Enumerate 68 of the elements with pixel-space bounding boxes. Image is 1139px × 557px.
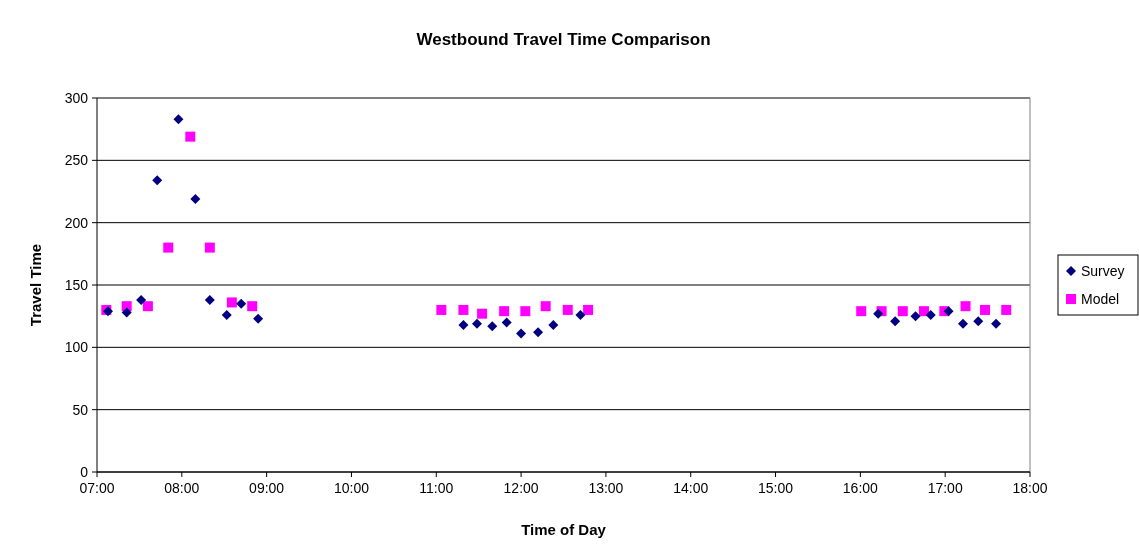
point bbox=[121, 307, 132, 318]
x-axis-title: Time of Day bbox=[521, 521, 607, 538]
point bbox=[436, 304, 447, 315]
y-tick-label: 50 bbox=[72, 401, 89, 418]
y-tick-label: 0 bbox=[80, 463, 89, 480]
point bbox=[540, 301, 551, 312]
x-tick-label: 12:00 bbox=[503, 480, 539, 496]
point bbox=[185, 131, 196, 142]
chart-title: Westbound Travel Time Comparison bbox=[416, 30, 711, 49]
point bbox=[204, 294, 215, 305]
point bbox=[520, 306, 531, 317]
x-tick-label: 10:00 bbox=[333, 480, 370, 496]
x-tick-label: 18:00 bbox=[1012, 480, 1048, 496]
point bbox=[253, 313, 264, 324]
legend-label: Model bbox=[1081, 290, 1120, 307]
point bbox=[236, 298, 247, 309]
x-tick-label: 15:00 bbox=[758, 480, 794, 496]
point bbox=[221, 309, 232, 320]
point bbox=[575, 309, 586, 320]
x-tick-label: 09:00 bbox=[249, 480, 285, 496]
point bbox=[226, 297, 237, 308]
point bbox=[856, 306, 867, 317]
point bbox=[548, 319, 559, 330]
point bbox=[163, 242, 174, 253]
point bbox=[458, 319, 469, 330]
point bbox=[918, 306, 929, 317]
point bbox=[960, 301, 971, 312]
point bbox=[142, 301, 153, 312]
x-tick-label: 11:00 bbox=[419, 480, 454, 496]
point bbox=[897, 306, 908, 317]
x-tick-label: 14:00 bbox=[673, 480, 709, 496]
x-tick-label: 08:00 bbox=[164, 480, 200, 496]
point bbox=[173, 114, 184, 125]
point bbox=[980, 304, 991, 315]
point bbox=[477, 308, 488, 319]
y-tick-label: 100 bbox=[64, 339, 89, 356]
point bbox=[890, 316, 901, 327]
point bbox=[991, 318, 1002, 329]
point bbox=[152, 175, 163, 186]
point bbox=[562, 304, 573, 315]
x-tick-label: 16:00 bbox=[842, 480, 879, 496]
point bbox=[583, 304, 594, 315]
point bbox=[957, 318, 968, 329]
x-tick-label: 17:00 bbox=[927, 480, 963, 496]
x-tick-label: 07:00 bbox=[79, 480, 115, 496]
point bbox=[925, 309, 936, 320]
y-tick-label: 150 bbox=[64, 276, 89, 293]
point bbox=[204, 242, 215, 253]
point bbox=[499, 306, 510, 317]
legend-label: Survey bbox=[1081, 262, 1125, 279]
point bbox=[943, 306, 954, 317]
y-tick-label: 250 bbox=[64, 152, 89, 169]
point bbox=[487, 321, 498, 332]
point bbox=[533, 327, 544, 338]
point bbox=[190, 193, 201, 204]
point bbox=[458, 304, 469, 315]
y-tick-label: 300 bbox=[64, 89, 89, 106]
point bbox=[910, 311, 921, 322]
y-axis-title: Travel Time bbox=[27, 243, 44, 327]
point bbox=[1001, 304, 1012, 315]
y-tick-label: 200 bbox=[64, 214, 89, 231]
point bbox=[501, 317, 512, 328]
point bbox=[516, 328, 527, 339]
point bbox=[973, 316, 984, 327]
point bbox=[136, 294, 147, 305]
point bbox=[247, 301, 258, 312]
x-tick-label: 13:00 bbox=[588, 480, 624, 496]
point bbox=[471, 318, 482, 329]
